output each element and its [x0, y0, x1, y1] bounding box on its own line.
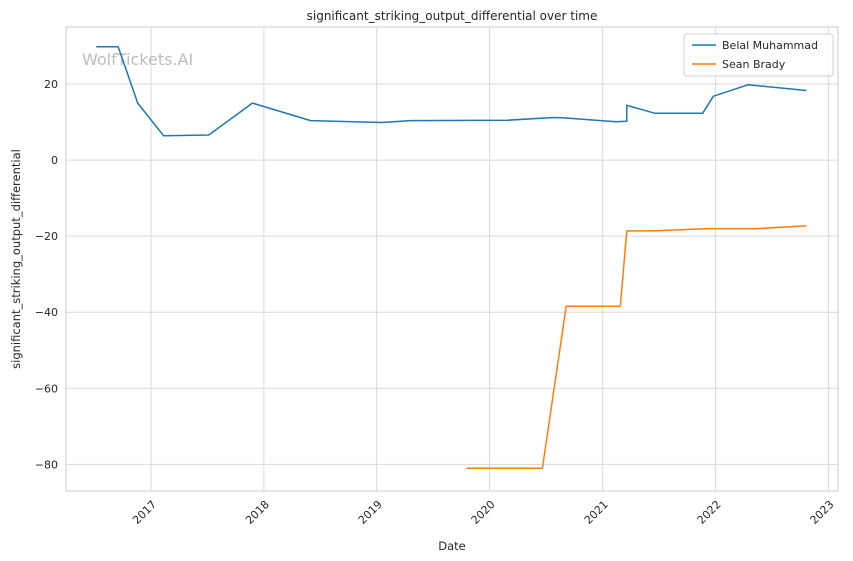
x-axis-label: Date [438, 539, 466, 553]
y-tick-label: −40 [35, 306, 58, 319]
series-line [466, 225, 807, 469]
y-tick-label: 0 [51, 154, 58, 167]
y-axis-label: significant_striking_output_differential [9, 149, 23, 369]
legend: Belal Muhammad Sean Brady [683, 33, 834, 77]
y-axis-ticks: 20 0 −20 −40 −60 −80 [35, 78, 58, 471]
legend-label: Belal Muhammad [722, 39, 818, 52]
y-tick-label: −60 [35, 382, 58, 395]
y-tick-label: −80 [35, 458, 58, 471]
plot-frame [65, 26, 839, 492]
legend-label: Sean Brady [722, 58, 786, 71]
legend-box [683, 33, 834, 77]
y-tick-label: 20 [44, 78, 58, 91]
grid-layer [66, 27, 838, 491]
watermark: WolfTickets.AI [82, 50, 193, 69]
series-layer [96, 46, 807, 469]
y-tick-label: −20 [35, 230, 58, 243]
chart-title: significant_striking_output_differential… [307, 9, 598, 23]
series-line [96, 46, 807, 137]
